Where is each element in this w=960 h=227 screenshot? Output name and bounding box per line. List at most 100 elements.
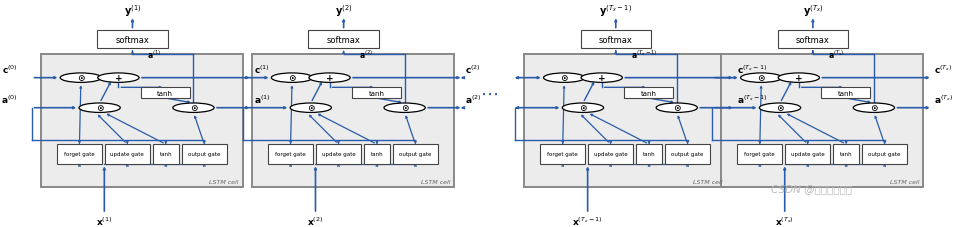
Text: $\mathbf{a}^{(0)}$: $\mathbf{a}^{(0)}$ [1, 94, 17, 106]
Text: ⊙: ⊙ [96, 104, 104, 113]
Text: update gate: update gate [594, 152, 628, 157]
Text: tanh: tanh [371, 152, 383, 157]
Circle shape [759, 104, 801, 113]
Text: ⊙: ⊙ [77, 74, 84, 83]
Text: LSTM cell: LSTM cell [420, 179, 450, 184]
Circle shape [656, 104, 698, 113]
Text: tanh: tanh [640, 90, 657, 96]
Text: forget gate: forget gate [547, 152, 578, 157]
Text: tanh: tanh [159, 152, 172, 157]
Text: ⊙: ⊙ [288, 74, 296, 83]
Text: tanh: tanh [643, 152, 656, 157]
Text: forget gate: forget gate [64, 152, 95, 157]
Text: tanh: tanh [840, 152, 852, 157]
Text: $\mathbf{a}^{(2)}$: $\mathbf{a}^{(2)}$ [359, 49, 373, 61]
FancyBboxPatch shape [833, 145, 859, 164]
FancyBboxPatch shape [581, 31, 651, 48]
Text: $\mathbf{x}^{(T_x)}$: $\mathbf{x}^{(T_x)}$ [776, 214, 794, 227]
FancyBboxPatch shape [721, 55, 924, 187]
Text: +: + [795, 74, 803, 83]
Text: softmax: softmax [115, 35, 150, 44]
Circle shape [384, 104, 425, 113]
Text: softmax: softmax [599, 35, 633, 44]
Text: $\mathbf{a}^{(T_x)}$: $\mathbf{a}^{(T_x)}$ [828, 49, 845, 61]
Text: ⊙: ⊙ [401, 104, 408, 113]
FancyBboxPatch shape [364, 145, 390, 164]
Text: output gate: output gate [188, 152, 221, 157]
Circle shape [543, 74, 585, 83]
Circle shape [309, 74, 350, 83]
FancyBboxPatch shape [41, 55, 243, 187]
Text: softmax: softmax [796, 35, 829, 44]
FancyBboxPatch shape [737, 145, 782, 164]
Text: $\mathbf{c}^{(2)}$: $\mathbf{c}^{(2)}$ [466, 64, 481, 76]
Text: update gate: update gate [322, 152, 355, 157]
Circle shape [563, 104, 604, 113]
Text: ⊙: ⊙ [579, 104, 587, 113]
Circle shape [173, 104, 214, 113]
FancyBboxPatch shape [624, 88, 673, 99]
FancyBboxPatch shape [862, 145, 907, 164]
Text: $\mathbf{y}^{(T_x-1)}$: $\mathbf{y}^{(T_x-1)}$ [599, 3, 633, 19]
Text: tanh: tanh [838, 90, 853, 96]
Text: ⊙: ⊙ [777, 104, 783, 113]
Text: tanh: tanh [157, 90, 174, 96]
Text: $\mathbf{a}^{(T_x-1)}$: $\mathbf{a}^{(T_x-1)}$ [631, 49, 658, 61]
Text: $\mathbf{a}^{(T_x-1)}$: $\mathbf{a}^{(T_x-1)}$ [737, 94, 768, 106]
FancyBboxPatch shape [393, 145, 438, 164]
Text: ⊙: ⊙ [757, 74, 765, 83]
Text: $\mathbf{a}^{(1)}$: $\mathbf{a}^{(1)}$ [254, 94, 271, 106]
Text: $\mathbf{y}^{(2)}$: $\mathbf{y}^{(2)}$ [335, 3, 352, 19]
FancyBboxPatch shape [778, 31, 848, 48]
Text: +: + [114, 74, 122, 83]
FancyBboxPatch shape [252, 55, 454, 187]
Text: $\mathbf{c}^{(T_x-1)}$: $\mathbf{c}^{(T_x-1)}$ [737, 64, 768, 76]
Text: $\mathbf{x}^{(2)}$: $\mathbf{x}^{(2)}$ [307, 214, 324, 227]
FancyBboxPatch shape [524, 55, 726, 187]
FancyBboxPatch shape [153, 145, 179, 164]
FancyBboxPatch shape [57, 145, 102, 164]
Text: $\mathbf{c}^{(T_x)}$: $\mathbf{c}^{(T_x)}$ [934, 64, 953, 76]
Circle shape [740, 74, 781, 83]
Text: $\mathbf{y}^{(T_x)}$: $\mathbf{y}^{(T_x)}$ [803, 3, 823, 19]
Circle shape [779, 74, 820, 83]
Circle shape [79, 104, 120, 113]
FancyBboxPatch shape [141, 88, 190, 99]
Text: LSTM cell: LSTM cell [693, 179, 722, 184]
Text: $\mathbf{a}^{(1)}$: $\mathbf{a}^{(1)}$ [148, 49, 162, 61]
FancyBboxPatch shape [181, 145, 227, 164]
Text: update gate: update gate [110, 152, 144, 157]
FancyBboxPatch shape [588, 145, 634, 164]
FancyBboxPatch shape [785, 145, 830, 164]
FancyBboxPatch shape [636, 145, 662, 164]
FancyBboxPatch shape [665, 145, 710, 164]
Text: output gate: output gate [399, 152, 432, 157]
Text: output gate: output gate [671, 152, 704, 157]
Text: $\mathbf{y}^{(1)}$: $\mathbf{y}^{(1)}$ [124, 3, 141, 19]
FancyBboxPatch shape [822, 88, 870, 99]
Text: $\mathbf{a}^{(2)}$: $\mathbf{a}^{(2)}$ [466, 94, 482, 106]
Text: CSDN @追寻远方的人: CSDN @追寻远方的人 [771, 184, 852, 194]
Circle shape [98, 74, 139, 83]
Text: update gate: update gate [791, 152, 825, 157]
Text: ⊙: ⊙ [561, 74, 568, 83]
Circle shape [272, 74, 313, 83]
Text: softmax: softmax [326, 35, 361, 44]
Text: ⊙: ⊙ [307, 104, 315, 113]
FancyBboxPatch shape [105, 145, 150, 164]
Circle shape [853, 104, 895, 113]
FancyBboxPatch shape [308, 31, 379, 48]
FancyBboxPatch shape [97, 31, 168, 48]
Text: $\cdots$: $\cdots$ [480, 84, 498, 102]
Circle shape [290, 104, 331, 113]
Text: +: + [598, 74, 606, 83]
Text: forget gate: forget gate [276, 152, 306, 157]
Text: $\mathbf{x}^{(T_x-1)}$: $\mathbf{x}^{(T_x-1)}$ [572, 214, 603, 227]
FancyBboxPatch shape [352, 88, 401, 99]
Text: ⊙: ⊙ [673, 104, 681, 113]
Text: LSTM cell: LSTM cell [209, 179, 239, 184]
FancyBboxPatch shape [540, 145, 586, 164]
Text: $\mathbf{a}^{(T_x)}$: $\mathbf{a}^{(T_x)}$ [934, 94, 953, 106]
Circle shape [581, 74, 622, 83]
Text: +: + [325, 74, 333, 83]
